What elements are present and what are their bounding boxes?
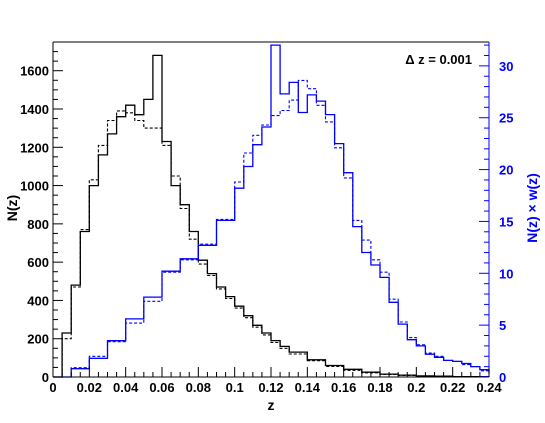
annotation-label: Δ z = 0.001 (405, 52, 472, 67)
x-tick-label: 0.18 (367, 380, 392, 395)
x-tick-label: 0.02 (77, 380, 102, 395)
y-left-tick-label: 1000 (20, 179, 49, 194)
x-tick-label: 0.22 (440, 380, 465, 395)
y-axis-left-label: N(z) (4, 195, 20, 221)
series-line-1 (53, 110, 490, 378)
x-tick-label: 0.24 (476, 380, 502, 395)
y-axis-right-label: N(z) × w(z) (524, 173, 540, 243)
x-tick-label: 0.16 (331, 380, 356, 395)
y-left-tick-label: 800 (27, 217, 49, 232)
x-tick-label: 0.14 (295, 380, 321, 395)
y-left-tick-label: 600 (27, 255, 49, 270)
y-left-tick-label: 200 (27, 332, 49, 347)
y-left-tick-label: 1400 (20, 102, 49, 117)
y-right-tick-label: 5 (499, 318, 506, 333)
y-left-tick-label: 0 (42, 370, 49, 385)
y-left-tick-label: 1600 (20, 64, 49, 79)
x-tick-label: 0.12 (258, 380, 283, 395)
series-line-2 (53, 44, 490, 378)
y-right-tick-label: 20 (499, 163, 513, 178)
x-tick-label: 0.06 (149, 380, 174, 395)
x-tick-label: 0.04 (113, 380, 139, 395)
x-tick-label: 0 (49, 380, 56, 395)
x-tick-label: 0.2 (407, 380, 425, 395)
y-right-tick-label: 0 (499, 370, 506, 385)
series-line-3 (53, 79, 490, 378)
y-right-tick-label: 15 (499, 214, 513, 229)
y-left-tick-label: 1200 (20, 140, 49, 155)
x-axis-label: z (268, 397, 275, 413)
axes-layer: 0 0.02 0.04 0.06 0.08 0.1 0.12 0.14 0.16 0.18 0.2 0… (20, 41, 513, 395)
series-layer (53, 44, 490, 378)
x-tick-label: 0.1 (226, 380, 244, 395)
y-right-tick-label: 25 (499, 111, 513, 126)
y-right-tick-label: 10 (499, 266, 513, 281)
x-tick-label: 0.08 (186, 380, 211, 395)
y-right-tick-label: 30 (499, 59, 513, 74)
y-left-tick-label: 400 (27, 293, 49, 308)
